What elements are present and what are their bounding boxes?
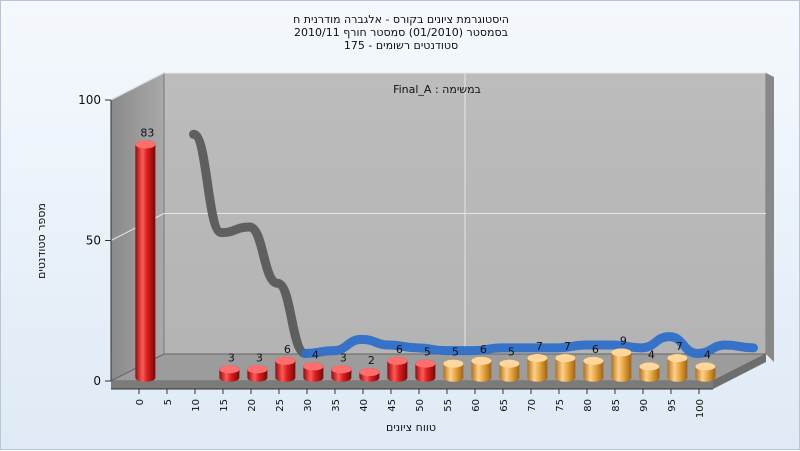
bar-top [275, 356, 296, 365]
x-tick-label: 70 [527, 399, 538, 412]
bar [247, 365, 268, 382]
x-tick-label: 15 [219, 399, 230, 412]
data-label: 6 [592, 343, 599, 356]
chart-annotation: Final_A : במשימה [393, 83, 481, 96]
chart-back-edge [766, 73, 774, 362]
bar [219, 365, 240, 382]
bar-top [527, 354, 548, 363]
bar-top [135, 140, 156, 149]
bar-top [387, 356, 408, 365]
bar [499, 359, 520, 382]
x-tick-label: 50 [415, 399, 426, 412]
chart-title: היסטוגרמת ציונים בקורס - אלגברה מודרנית … [1, 13, 800, 52]
bar [443, 359, 464, 382]
data-label: 4 [648, 349, 655, 362]
y-tick-label: 100 [78, 93, 101, 107]
bar-top [611, 348, 632, 357]
data-label: 9 [620, 334, 627, 347]
bar [275, 356, 296, 382]
bar [527, 354, 548, 382]
bar [387, 356, 408, 382]
data-label: 7 [536, 340, 543, 353]
bar-top [695, 362, 716, 371]
bar-top [499, 359, 520, 368]
data-label: 6 [284, 343, 291, 356]
x-axis-title: טווח ציונים [386, 421, 436, 434]
bar [611, 348, 632, 382]
data-label: 4 [704, 349, 711, 362]
bar [583, 356, 604, 382]
bar-top [219, 365, 240, 374]
bar-top [471, 356, 492, 365]
bar [667, 354, 688, 382]
x-tick-label: 95 [667, 399, 678, 412]
y-tick-label: 50 [86, 234, 101, 248]
data-label: 7 [564, 340, 571, 353]
x-tick-label: 0 [135, 399, 146, 405]
data-label: 3 [340, 351, 347, 364]
data-label: 6 [480, 343, 487, 356]
bar-top [331, 365, 352, 374]
x-tick-label: 75 [555, 399, 566, 412]
bar [135, 140, 156, 382]
chart-title-line-3: סטודנטים רשומים - 175 [343, 39, 459, 52]
x-tick-label: 65 [499, 399, 510, 412]
data-label: 5 [508, 346, 515, 359]
chart-floor-side [713, 354, 766, 389]
x-tick-label: 90 [639, 399, 650, 412]
data-label: 5 [424, 346, 431, 359]
bar [415, 359, 436, 382]
chart-floor-edge [111, 381, 713, 389]
data-label: 83 [140, 127, 154, 140]
x-tick-label: 85 [611, 399, 622, 412]
bar-top [583, 356, 604, 365]
bar-top [247, 365, 268, 374]
x-tick-label: 5 [163, 399, 174, 405]
bar-body [611, 348, 632, 382]
chart-title-line-2: בסמסטר (01/2010) סמסטר חורף 2010/11 [294, 26, 508, 39]
bar [555, 354, 576, 382]
y-axis-title: מספר סטודנטים [35, 203, 48, 279]
x-tick-label: 100 [695, 399, 706, 418]
x-tick-label: 55 [443, 399, 454, 412]
x-tick-label: 35 [331, 399, 342, 412]
bar [331, 365, 352, 382]
data-label: 4 [312, 349, 319, 362]
bar [303, 362, 324, 382]
x-tick-label: 45 [387, 399, 398, 412]
bar-top [555, 354, 576, 363]
overlay-line-1 [189, 129, 310, 358]
bar-body [135, 140, 156, 382]
bar [471, 356, 492, 382]
data-label: 5 [452, 346, 459, 359]
bar-top [443, 359, 464, 368]
x-tick-label: 30 [303, 399, 314, 412]
x-tick-label: 40 [359, 399, 370, 412]
data-label: 3 [228, 351, 235, 364]
y-tick-label: 0 [93, 374, 101, 388]
overlay-line-2 [301, 332, 758, 358]
bar [695, 362, 716, 382]
x-tick-label: 80 [583, 399, 594, 412]
bar-top [303, 362, 324, 371]
x-tick-label: 25 [275, 399, 286, 412]
bar [359, 368, 380, 382]
x-tick-label: 10 [191, 399, 202, 412]
x-tick-label: 60 [471, 399, 482, 412]
data-label: 6 [396, 343, 403, 356]
x-tick-label: 20 [247, 399, 258, 412]
bar-top [415, 359, 436, 368]
bar-top [667, 354, 688, 363]
data-label: 2 [368, 354, 375, 367]
data-label: 3 [256, 351, 263, 364]
data-label: 7 [676, 340, 683, 353]
bar-top [639, 362, 660, 371]
bar [639, 362, 660, 382]
bar-top [359, 368, 380, 377]
grid-line-wall [110, 72, 165, 101]
chart-title-line-1: היסטוגרמת ציונים בקורס - אלגברה מודרנית … [293, 13, 509, 26]
